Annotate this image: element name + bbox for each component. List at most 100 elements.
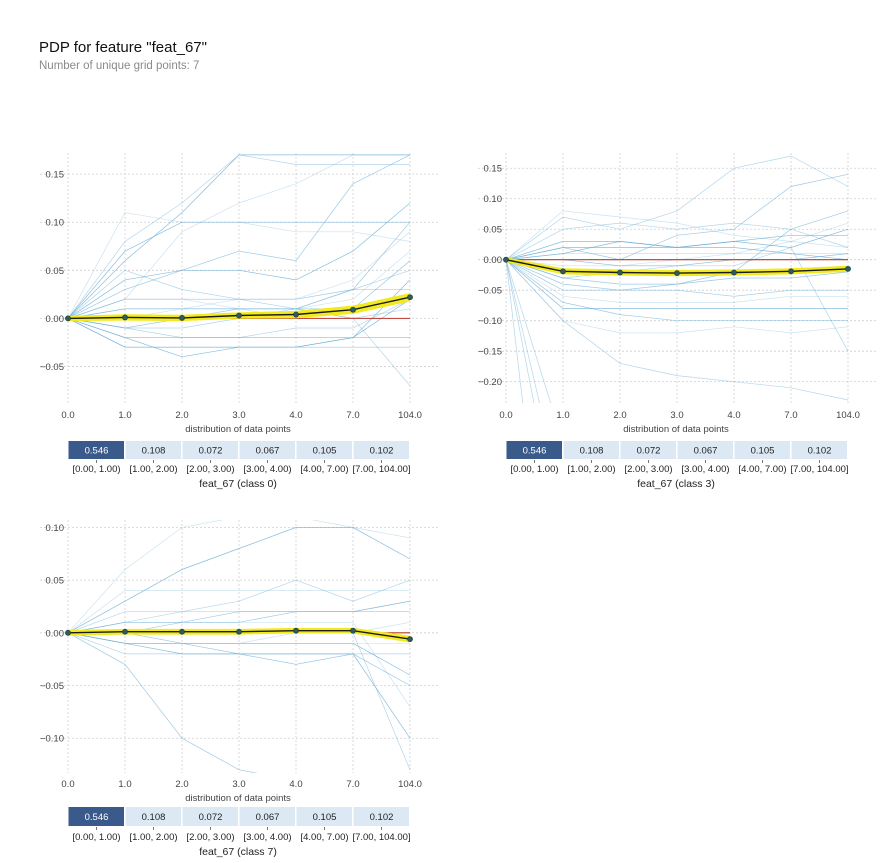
pdp-point <box>293 627 299 634</box>
bin-label: [4.00, 7.00) <box>300 464 348 475</box>
x-tick-label: 4.0 <box>289 779 302 790</box>
ice-line <box>67 221 410 319</box>
distribution-value: 0.108 <box>142 446 166 457</box>
x-axis-label: feat_67 (class 7) <box>199 846 277 858</box>
grid <box>40 153 438 403</box>
y-tick-label: 0.05 <box>484 225 503 236</box>
distribution-cell <box>68 807 124 826</box>
distribution-value: 0.546 <box>85 812 109 823</box>
distribution-value: 0.067 <box>256 812 280 823</box>
bin-label: [2.00, 3.00) <box>186 832 234 843</box>
pdp-point <box>179 315 185 321</box>
grid <box>478 153 876 403</box>
y-tick-label: −0.05 <box>478 286 502 297</box>
ice-line <box>67 298 411 338</box>
distribution-cell <box>563 441 619 459</box>
pdp-point <box>65 315 71 322</box>
x-tick-label: 2.0 <box>175 779 188 790</box>
distribution-value: 0.105 <box>313 446 337 457</box>
x-tick-label: 1.0 <box>118 779 131 790</box>
bin-label: [0.00, 1.00) <box>510 464 558 475</box>
y-tick-label: −0.10 <box>40 734 64 745</box>
ice-line <box>505 259 848 309</box>
pdp-point <box>179 628 185 635</box>
ice-line <box>505 259 540 403</box>
ice-line <box>505 155 849 260</box>
ice-line <box>505 210 849 291</box>
bin-label: [1.00, 2.00) <box>129 832 177 843</box>
pdp-point <box>617 269 623 276</box>
pdp-point <box>845 265 851 272</box>
ice-line <box>505 259 849 401</box>
ice-lines <box>505 155 849 403</box>
bin-label: [1.00, 2.00) <box>567 464 615 475</box>
distribution-cell <box>677 441 733 459</box>
ice-line <box>67 527 411 634</box>
pdp-point <box>236 628 242 635</box>
bin-label: [4.00, 7.00) <box>738 464 786 475</box>
ice-line <box>505 259 848 303</box>
pdp-point <box>407 636 413 643</box>
pdp-point <box>293 311 299 318</box>
pdp-point <box>674 270 680 277</box>
pdp-point <box>122 628 128 635</box>
distribution-cell <box>296 441 352 459</box>
x-tick-label: 104.0 <box>836 410 860 421</box>
ice-line <box>505 259 848 322</box>
distribution-value: 0.072 <box>199 446 223 457</box>
distribution-label: distribution of data points <box>623 424 729 435</box>
distribution-cell <box>620 441 676 459</box>
ice-line <box>505 259 524 403</box>
y-tick-label: −0.20 <box>478 377 502 388</box>
x-axis-label: feat_67 (class 0) <box>199 478 277 490</box>
distribution-cell <box>791 441 847 459</box>
x-tick-label: 7.0 <box>346 779 359 790</box>
x-tick-label: 1.0 <box>556 410 569 421</box>
distribution-cell <box>353 807 409 826</box>
distribution-value: 0.105 <box>751 446 775 457</box>
ice-line <box>67 318 410 348</box>
x-tick-label: 2.0 <box>613 410 626 421</box>
bin-label: [3.00, 4.00) <box>243 832 291 843</box>
distribution-cell <box>68 441 124 459</box>
ice-line <box>505 210 849 260</box>
distribution-cell <box>296 807 352 826</box>
x-tick-label: 4.0 <box>289 410 302 421</box>
distribution-value: 0.072 <box>199 812 223 823</box>
bin-label: [1.00, 2.00) <box>129 464 177 475</box>
y-tick-label: 0.10 <box>46 218 65 229</box>
y-tick-label: −0.05 <box>40 681 64 692</box>
ice-lines <box>67 154 411 386</box>
distribution-cell <box>506 441 562 459</box>
x-tick-label: 7.0 <box>784 410 797 421</box>
x-tick-label: 104.0 <box>398 779 422 790</box>
x-axis-label: feat_67 (class 3) <box>637 478 715 490</box>
x-tick-label: 2.0 <box>175 410 188 421</box>
bin-label: [2.00, 3.00) <box>186 464 234 475</box>
distribution-value: 0.108 <box>142 812 166 823</box>
bin-label: [3.00, 4.00) <box>243 464 291 475</box>
ice-line <box>67 154 410 319</box>
distribution-value: 0.102 <box>370 446 394 457</box>
y-tick-label: −0.10 <box>478 316 502 327</box>
x-tick-label: 3.0 <box>232 779 245 790</box>
bin-label: [2.00, 3.00) <box>624 464 672 475</box>
bin-label: [4.00, 7.00) <box>300 832 348 843</box>
y-tick-label: 0.15 <box>46 170 65 181</box>
page-title: PDP for feature "feat_67" <box>39 39 207 56</box>
y-tick-label: 0.10 <box>484 194 503 205</box>
distribution-label: distribution of data points <box>185 424 291 435</box>
pdp-point <box>560 268 566 275</box>
page-subtitle: Number of unique grid points: 7 <box>39 60 200 72</box>
distribution-cell <box>734 441 790 459</box>
ice-line <box>67 289 410 319</box>
y-tick-label: 0.00 <box>46 628 65 639</box>
ice-lines <box>67 520 411 773</box>
ice-line <box>67 202 411 319</box>
distribution-value: 0.102 <box>808 446 832 457</box>
pdp-chart-2: −0.10 −0.05 0.00 0.05 0.10 0.0 1.0 2.0 3.0 4.0 7.0… <box>40 520 438 858</box>
distribution-label: distribution of data points <box>185 793 291 804</box>
y-tick-label: 0.00 <box>484 255 503 266</box>
distribution-value: 0.067 <box>256 446 280 457</box>
y-tick-label: 0.00 <box>46 314 65 325</box>
